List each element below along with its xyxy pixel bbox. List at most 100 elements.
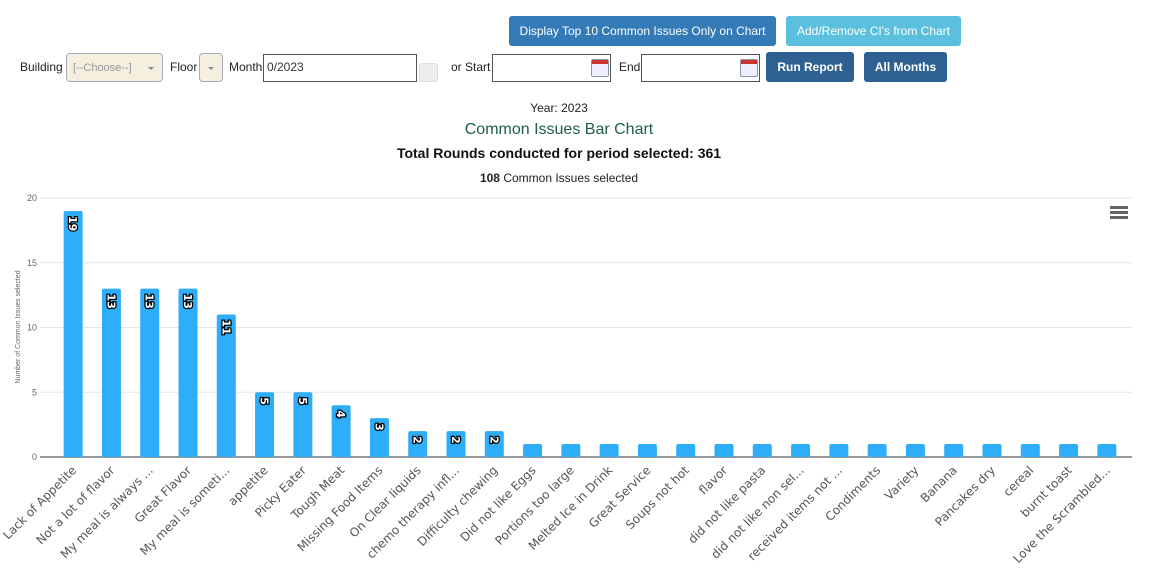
bar (752, 444, 772, 457)
y-tick-label: 10 (27, 323, 37, 333)
floor-select[interactable] (199, 53, 223, 82)
x-tick-label: Great Service (586, 463, 654, 531)
x-tick-label: burnt toast (1018, 463, 1075, 520)
data-label: 2 (487, 436, 500, 444)
x-tick-label: Soups not hot (623, 463, 692, 532)
x-tick-label: Lack of Appetite (0, 463, 79, 542)
y-tick-label: 5 (32, 387, 37, 397)
calendar-icon[interactable] (740, 59, 758, 77)
bar (982, 444, 1002, 457)
data-label: 4 (334, 410, 347, 418)
run-report-button[interactable]: Run Report (766, 52, 854, 82)
chevron-down-icon (208, 67, 214, 70)
month-label: Month (229, 60, 263, 74)
bar (676, 444, 696, 457)
bar (944, 444, 964, 457)
chart-title: Common Issues Bar Chart (464, 121, 654, 138)
x-tick-label: did not like pasta (685, 463, 768, 546)
selected-count: 108 (479, 171, 500, 185)
bar (599, 444, 619, 457)
bar (561, 444, 581, 457)
x-tick-label: cereal (1001, 463, 1037, 499)
selected-text: Common Issues selected (499, 171, 639, 185)
x-tick-label: Not a lot of flavor (33, 463, 117, 547)
bar (178, 288, 198, 457)
data-label: 5 (296, 397, 309, 405)
bar (293, 392, 313, 457)
y-tick-label: 15 (27, 258, 37, 268)
end-label: End (619, 60, 641, 74)
data-label: 13 (104, 294, 117, 309)
x-tick-label: chemo therapy infl... (364, 463, 462, 561)
x-tick-label: received items not ... (745, 463, 845, 563)
data-label: 19 (66, 216, 79, 231)
start-label: or Start (451, 60, 491, 74)
rounds-label: Total Rounds conducted for period select… (396, 145, 722, 161)
x-tick-label: Did not like Eggs (457, 463, 538, 544)
data-label: 13 (181, 294, 194, 309)
data-label: 11 (219, 320, 232, 335)
data-label: 2 (449, 436, 462, 444)
bar (867, 444, 887, 457)
chart-menu-icon[interactable] (1110, 206, 1128, 219)
bar (829, 444, 849, 457)
bar (140, 288, 160, 457)
bar (255, 392, 275, 457)
bar (1059, 444, 1079, 457)
x-tick-label: flavor (696, 463, 730, 497)
floor-label: Floor (170, 60, 198, 74)
bar (637, 444, 657, 457)
selected-label: 108 Common Issues selected (0, 171, 1118, 185)
bar (63, 210, 83, 457)
bar (1097, 444, 1117, 457)
x-tick-label: Portions too large (492, 463, 577, 548)
add-remove-ci-button[interactable]: Add/Remove CI's from Chart (786, 16, 961, 46)
bar (791, 444, 811, 457)
y-tick-label: 0 (32, 452, 37, 462)
y-axis-title: Number of Common Issues selected (15, 270, 22, 383)
building-value: [--Choose--] (73, 61, 132, 74)
data-label: 13 (143, 294, 156, 309)
x-tick-label: appetite (225, 463, 270, 508)
x-tick-label: Pancakes dry (932, 463, 998, 529)
top10-button[interactable]: Display Top 10 Common Issues Only on Cha… (509, 16, 776, 46)
x-tick-label: My meal is always ... (58, 463, 156, 561)
bar (331, 405, 351, 457)
bar (446, 431, 466, 457)
x-tick-label: Variety (882, 463, 922, 503)
bar (101, 288, 121, 457)
bar (408, 431, 428, 457)
x-tick-label: Banana (918, 463, 960, 505)
x-tick-label: did not like non sel... (708, 463, 806, 561)
bar (523, 444, 543, 457)
x-tick-label: Picky Eater (252, 463, 309, 520)
bar (714, 444, 734, 457)
year-label: Year: 2023 (530, 101, 588, 115)
bar (905, 444, 925, 457)
x-tick-label: Great Flavor (132, 463, 194, 525)
chevron-down-icon (148, 67, 154, 70)
calendar-icon[interactable] (419, 63, 438, 82)
x-tick-label: Tough Meat (288, 463, 348, 523)
bar (216, 314, 236, 457)
y-tick-label: 20 (27, 193, 37, 203)
x-tick-label: My meal is someti... (137, 463, 232, 558)
x-tick-label: Missing Food Items (295, 463, 386, 554)
x-tick-label: Melted Ice in Drink (526, 463, 616, 553)
all-months-button[interactable]: All Months (864, 52, 947, 82)
bar (369, 418, 389, 457)
data-label: 2 (411, 436, 424, 444)
data-label: 5 (258, 397, 271, 405)
month-input[interactable]: 0/2023 (263, 54, 417, 82)
bar (1020, 444, 1040, 457)
building-select[interactable]: [--Choose--] (66, 53, 163, 82)
building-label: Building (20, 60, 63, 74)
x-tick-label: Difficulty chewing (415, 463, 501, 549)
calendar-icon[interactable] (591, 59, 609, 77)
bar (484, 431, 504, 457)
x-tick-label: On Clear liquids (347, 463, 424, 540)
data-label: 3 (372, 423, 385, 431)
x-tick-label: Love the Scrambled... (1010, 463, 1113, 566)
x-tick-label: Condiments (823, 463, 884, 524)
